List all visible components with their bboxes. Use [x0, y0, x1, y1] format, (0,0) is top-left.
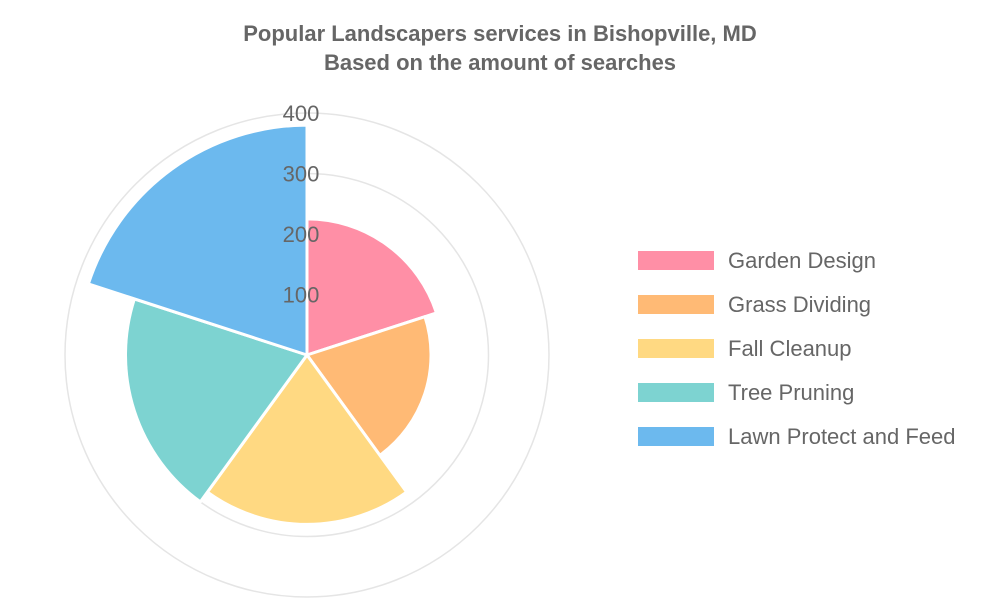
legend-swatch: [638, 251, 714, 270]
tick-label: 200: [283, 222, 320, 247]
radial-tick-labels: 100 200 300 400: [283, 101, 320, 308]
chart-slices: [86, 123, 438, 526]
legend-swatch: [638, 383, 714, 402]
chart-title: Popular Landscapers services in Bishopvi…: [243, 21, 757, 46]
legend-label: Grass Dividing: [728, 292, 872, 317]
grid-circle: [64, 112, 550, 598]
legend-label: Fall Cleanup: [728, 336, 852, 361]
legend-swatch: [638, 427, 714, 446]
legend-label: Tree Pruning: [728, 380, 855, 405]
slice-tree-pruning[interactable]: [124, 297, 309, 504]
legend-label: Lawn Protect and Feed: [728, 424, 956, 449]
slice-grass-dividing[interactable]: [305, 315, 433, 457]
legend-swatch: [638, 295, 714, 314]
slice-fall-cleanup[interactable]: [205, 353, 409, 526]
slice-lawn-protect-and-feed[interactable]: [86, 123, 309, 357]
legend-swatch: [638, 339, 714, 358]
legend-label: Garden Design: [728, 248, 876, 273]
tick-label: 300: [283, 162, 320, 187]
slice-garden-design[interactable]: [305, 217, 438, 357]
tick-label: 100: [283, 283, 320, 308]
tick-label: 400: [283, 101, 320, 126]
chart-subtitle: Based on the amount of searches: [323, 50, 677, 75]
